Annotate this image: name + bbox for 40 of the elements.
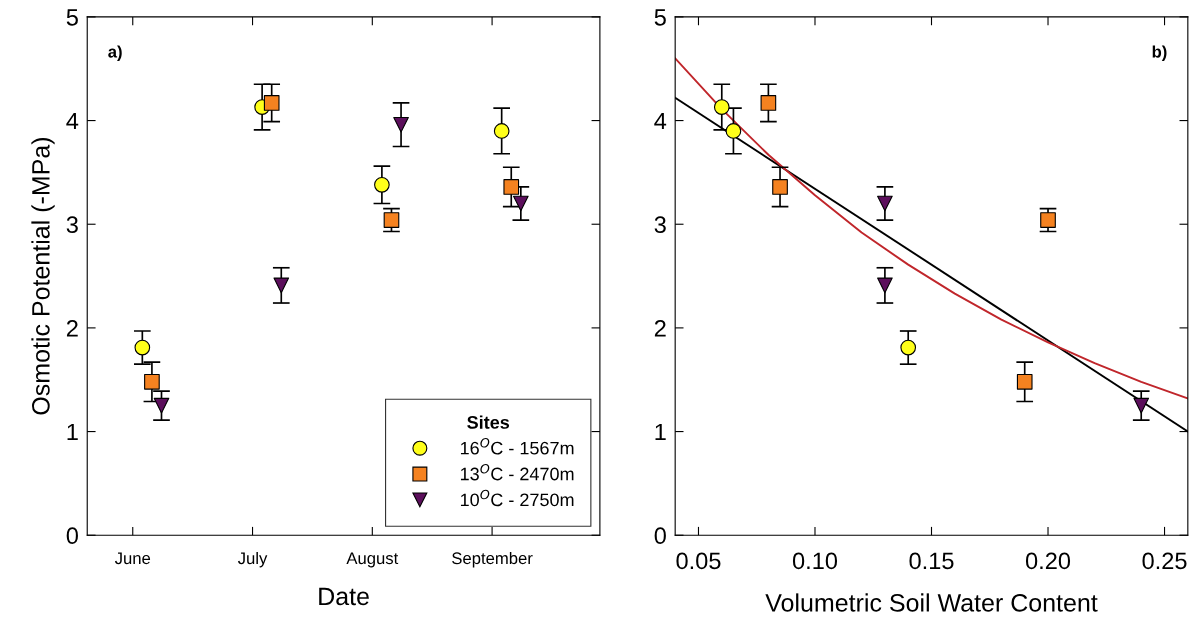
- y-tick-label: 5: [66, 9, 78, 26]
- point: [1040, 212, 1056, 228]
- y-tick-label: 2: [66, 319, 78, 337]
- point: [877, 195, 893, 212]
- x-tick-label: 0.15: [909, 552, 954, 570]
- annotation: a): [108, 45, 122, 61]
- y-tick-label: 2: [654, 319, 666, 337]
- legend-label: 13$^{O}$C - 2470m: [460, 463, 574, 481]
- x-axis-title: Date: [319, 587, 369, 606]
- y-tick-label: 4: [66, 112, 79, 130]
- x-tick-label: 0.20: [1025, 552, 1071, 570]
- point: [1133, 397, 1150, 414]
- x-tick-label: 0.10: [792, 552, 838, 570]
- point: [772, 179, 788, 195]
- x-tick-label: August: [346, 552, 399, 568]
- legend-label: 16$^{O}$C - 1567m: [460, 438, 574, 455]
- annotation: b): [1152, 45, 1167, 61]
- point: [713, 99, 730, 115]
- y-tick-label: 1: [67, 423, 78, 441]
- x-tick-label: 0.05: [676, 552, 721, 570]
- point: [900, 339, 917, 356]
- x-tick-label: September: [452, 551, 533, 568]
- legend-title: Sites: [467, 415, 510, 429]
- x-tick-label: 0.25: [1142, 552, 1187, 570]
- y-tick-label: 0: [654, 527, 666, 545]
- point: [725, 123, 742, 139]
- point: [877, 277, 893, 294]
- y-tick-label: 3: [654, 216, 666, 234]
- point: [760, 95, 777, 111]
- legend-label: 10$^{O}$C - 2750m: [460, 489, 574, 507]
- x-axis-title: Volumetric Soil Water Content: [765, 593, 1098, 612]
- point: [1016, 373, 1033, 390]
- y-tick-label: 3: [66, 216, 78, 234]
- x-tick-label: June: [114, 552, 151, 565]
- y-tick-label: 0: [66, 527, 78, 545]
- y-tick-label: 4: [654, 112, 667, 130]
- x-tick-label: July: [237, 551, 268, 568]
- y-axis-title: Osmotic Potential (-MPa): [31, 137, 55, 415]
- y-tick-label: 1: [655, 423, 666, 441]
- y-tick-label: 5: [654, 9, 666, 26]
